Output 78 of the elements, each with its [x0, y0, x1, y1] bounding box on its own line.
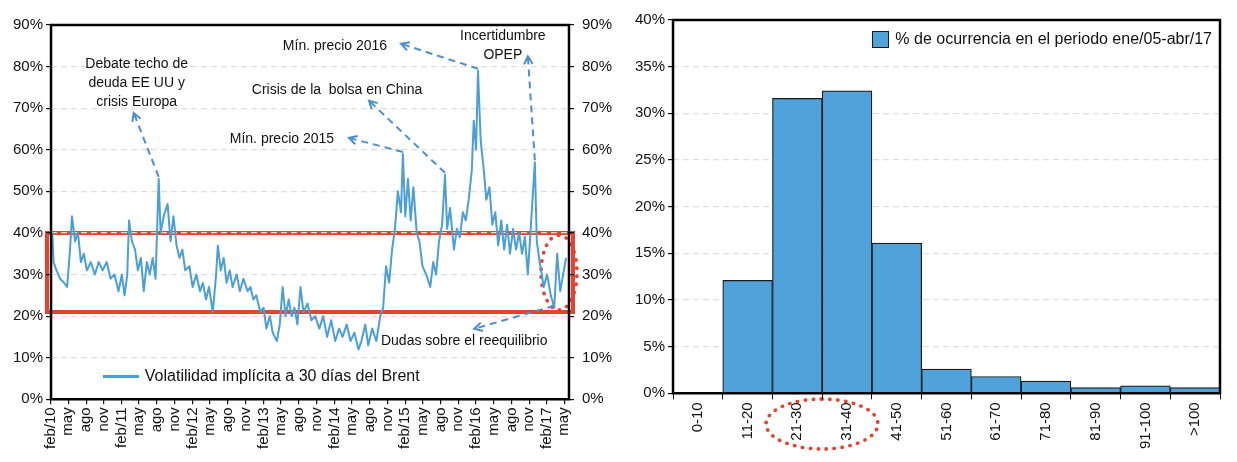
x-tick-label: nov — [519, 406, 537, 432]
x-tick-label: nov — [306, 406, 324, 432]
y-tick-label: 25% — [634, 150, 666, 168]
y-tick-label: 30% — [634, 103, 666, 121]
x-tick-label: nov — [448, 406, 466, 432]
x-tick-label: may — [483, 406, 501, 436]
y2-tick-label: 90% — [581, 15, 613, 33]
y-tick-label: 60% — [12, 139, 44, 157]
legend-label: % de ocurrencia en el periodo ene/05-abr/17 — [895, 30, 1212, 48]
x-tick-label: ago — [359, 407, 377, 433]
y-tick-label: 50% — [12, 181, 44, 199]
x-tick-label: 11-20 — [737, 402, 755, 440]
y-tick-label: 20% — [12, 306, 44, 324]
x-tick-label: nov — [94, 406, 112, 432]
x-tick-label: ago — [501, 407, 519, 433]
y-tick-label: 0% — [643, 383, 666, 401]
x-tick-label: may — [200, 406, 218, 436]
x-tick-label: 31-40 — [837, 402, 855, 441]
y2-tick-label: 60% — [581, 139, 613, 157]
x-tick-label: feb/16 — [466, 407, 484, 450]
x-tick-label: ago — [288, 407, 306, 433]
y-tick-label: 20% — [634, 196, 666, 214]
x-tick-label: ago — [218, 407, 236, 433]
x-tick-label: nov — [235, 406, 253, 432]
y-tick-label: 35% — [634, 56, 666, 74]
annotation: Debate techo de deuda EE UU y crisis Europa — [85, 54, 189, 109]
y-tick-label: 0% — [21, 389, 44, 407]
annotation: Dudas sobre el reequilibrio — [380, 331, 548, 348]
x-tick-label: ago — [147, 407, 165, 433]
x-tick-label: feb/14 — [324, 407, 342, 450]
y2-tick-label: 80% — [581, 56, 613, 74]
y-tick-label: 40% — [634, 10, 666, 28]
annotation: Mín. precio 2016 — [282, 36, 388, 53]
x-tick-label: 0-10 — [688, 402, 706, 433]
x-tick-label: 21-30 — [787, 402, 805, 441]
x-tick-label: feb/10 — [41, 407, 59, 450]
y2-tick-label: 10% — [581, 347, 613, 365]
y2-tick-label: 20% — [581, 306, 613, 324]
annotation: Mín. precio 2015 — [229, 129, 335, 146]
x-tick-label: 51-60 — [936, 402, 954, 441]
x-tick-label: feb/15 — [395, 407, 413, 450]
y2-tick-label: 0% — [581, 389, 604, 407]
y2-tick-label: 50% — [581, 181, 613, 199]
annotation: Crisis de la bolsa en China — [251, 80, 423, 97]
y-tick-label: 90% — [12, 15, 44, 33]
annotation: Incertidumbre OPEP — [460, 27, 546, 63]
x-tick-label: 81-90 — [1085, 402, 1103, 441]
y2-tick-label: 40% — [581, 223, 613, 241]
x-tick-label: nov — [164, 406, 182, 432]
x-tick-label: feb/11 — [111, 407, 129, 448]
legend-label: Volatilidad implícita a 30 días del Brent — [144, 367, 420, 386]
y-tick-label: 30% — [12, 264, 44, 282]
y-tick-label: 80% — [12, 56, 44, 74]
x-tick-label: ago — [430, 407, 448, 433]
x-tick-label: may — [554, 406, 572, 436]
x-tick-label: 41-50 — [886, 402, 904, 441]
x-tick-label: feb/17 — [537, 407, 555, 450]
x-tick-label: 61-70 — [986, 402, 1004, 441]
y2-tick-label: 70% — [581, 98, 613, 116]
y-tick-label: 5% — [643, 336, 666, 354]
x-tick-label: feb/12 — [182, 407, 200, 450]
y-tick-label: 70% — [12, 98, 44, 116]
x-tick-label: may — [271, 406, 289, 436]
x-tick-label: may — [129, 406, 147, 436]
x-tick-label: may — [58, 406, 76, 436]
y-tick-label: 40% — [12, 223, 44, 241]
x-tick-label: may — [341, 406, 359, 436]
x-tick-label: 71-80 — [1036, 402, 1054, 441]
x-tick-label: may — [412, 406, 430, 436]
y-tick-label: 10% — [634, 290, 666, 308]
y2-tick-label: 30% — [581, 264, 613, 282]
x-tick-label: 91-100 — [1135, 402, 1153, 450]
x-tick-label: >100 — [1185, 402, 1203, 437]
y-tick-label: 10% — [12, 347, 44, 365]
x-tick-label: ago — [76, 407, 94, 433]
y-tick-label: 15% — [634, 243, 666, 261]
x-tick-label: feb/13 — [253, 407, 271, 450]
x-tick-label: nov — [377, 406, 395, 432]
